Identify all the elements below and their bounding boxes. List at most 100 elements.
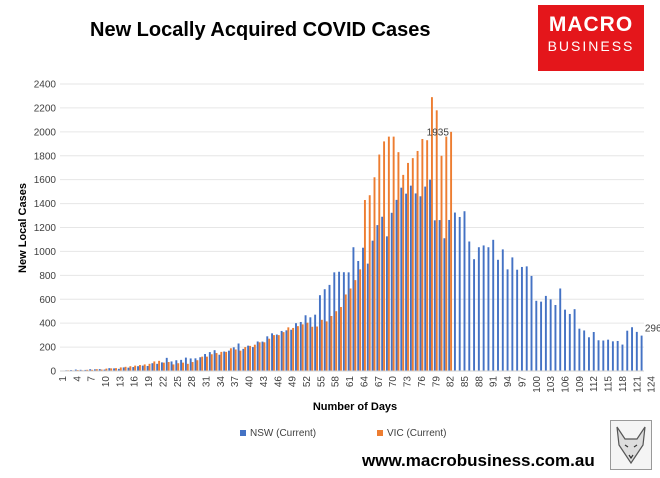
bar-nsw xyxy=(520,266,523,371)
bar-nsw xyxy=(256,341,259,371)
bar-vic xyxy=(105,368,108,371)
y-tick-label: 2400 xyxy=(34,80,57,91)
bar-nsw xyxy=(419,196,422,371)
bar-nsw xyxy=(468,241,471,371)
bar-vic xyxy=(273,335,275,371)
bar-nsw xyxy=(371,240,374,371)
bar-vic xyxy=(129,366,132,371)
bar-nsw xyxy=(530,275,533,371)
bar-vic xyxy=(119,367,122,371)
bar-nsw xyxy=(323,289,326,371)
x-tick-label: 22 xyxy=(158,376,169,388)
bar-nsw xyxy=(376,225,379,371)
x-tick-label: 94 xyxy=(503,376,514,388)
x-tick-label: 112 xyxy=(589,376,600,392)
bar-nsw xyxy=(626,330,629,371)
x-tick-label: 79 xyxy=(431,376,442,388)
y-tick-label: 600 xyxy=(39,295,56,306)
bar-vic xyxy=(100,369,103,371)
bar-vic xyxy=(445,136,448,371)
bar-nsw xyxy=(506,269,509,371)
bar-nsw xyxy=(438,220,441,371)
bar-nsw xyxy=(463,211,466,371)
bar-vic xyxy=(225,351,228,371)
x-tick-label: 37 xyxy=(230,376,241,388)
y-tick-label: 1600 xyxy=(34,175,57,186)
bar-vic xyxy=(186,363,189,371)
bar-nsw xyxy=(381,216,384,371)
x-tick-label: 49 xyxy=(288,376,299,388)
legend-swatch-vic xyxy=(377,430,383,436)
x-tick-label: 19 xyxy=(144,376,155,388)
bar-nsw xyxy=(199,357,202,371)
logo-line-1: MACRO xyxy=(548,13,634,36)
bar-nsw xyxy=(247,345,250,371)
bar-nsw xyxy=(280,330,283,371)
bar-vic xyxy=(440,155,443,371)
bar-nsw xyxy=(448,219,451,371)
bar-vic xyxy=(268,338,271,371)
bar-nsw xyxy=(602,340,605,371)
bar-nsw xyxy=(347,272,350,371)
bar-vic xyxy=(378,154,381,371)
bar-nsw xyxy=(184,357,187,371)
bar-nsw xyxy=(424,186,427,371)
bar-vic xyxy=(215,353,218,371)
bar-vic xyxy=(320,319,323,371)
bar-nsw xyxy=(194,358,197,371)
y-axis-title: New Local Cases xyxy=(17,183,29,273)
bar-nsw xyxy=(103,369,106,371)
bar-vic xyxy=(138,365,141,371)
bar-nsw xyxy=(299,321,302,371)
bar-nsw xyxy=(458,216,461,371)
x-tick-label: 55 xyxy=(316,376,327,388)
bar-vic xyxy=(373,177,376,371)
bar-vic xyxy=(354,280,357,371)
bar-vic xyxy=(311,326,314,371)
bar-nsw xyxy=(175,360,178,371)
bar-nsw xyxy=(607,339,610,371)
bar-nsw xyxy=(228,350,230,371)
bar-nsw xyxy=(213,350,216,371)
x-tick-label: 4 xyxy=(72,376,83,382)
bar-vic xyxy=(407,162,409,371)
bar-vic xyxy=(148,363,151,371)
y-tick-label: 1000 xyxy=(34,247,57,258)
bar-vic xyxy=(134,365,137,371)
x-tick-label: 100 xyxy=(532,376,543,393)
bar-nsw xyxy=(362,247,364,371)
bar-nsw xyxy=(405,193,408,371)
bar-nsw xyxy=(414,193,417,371)
x-tick-label: 1 xyxy=(58,376,69,382)
bar-vic xyxy=(344,294,347,371)
bar-vic xyxy=(95,369,98,371)
x-tick-label: 40 xyxy=(245,376,256,388)
x-tick-label: 73 xyxy=(403,376,414,388)
x-tick-label: 70 xyxy=(388,376,399,388)
bar-vic xyxy=(430,97,433,371)
bar-nsw xyxy=(568,313,571,371)
x-tick-label: 124 xyxy=(647,376,658,393)
bar-vic xyxy=(282,332,285,371)
x-tick-label: 67 xyxy=(374,376,385,388)
bar-nsw xyxy=(477,247,480,371)
bar-nsw xyxy=(122,367,125,371)
bar-nsw xyxy=(295,323,297,371)
bar-nsw xyxy=(473,259,476,371)
footer-url: www.macrobusiness.com.au xyxy=(361,451,595,470)
bar-nsw xyxy=(564,309,566,371)
macrobusiness-logo: MACRO BUSINESS xyxy=(538,5,644,71)
bar-nsw xyxy=(309,317,312,371)
bar-vic xyxy=(229,348,232,371)
bar-nsw xyxy=(304,315,307,371)
bar-nsw xyxy=(395,199,398,371)
bar-nsw xyxy=(161,362,163,371)
bar-vic xyxy=(167,362,170,371)
bar-nsw xyxy=(251,347,254,371)
bar-vic xyxy=(206,356,208,371)
bar-nsw xyxy=(497,259,499,371)
bar-nsw xyxy=(189,358,192,371)
bar-vic xyxy=(110,368,113,371)
bar-nsw xyxy=(492,239,495,371)
